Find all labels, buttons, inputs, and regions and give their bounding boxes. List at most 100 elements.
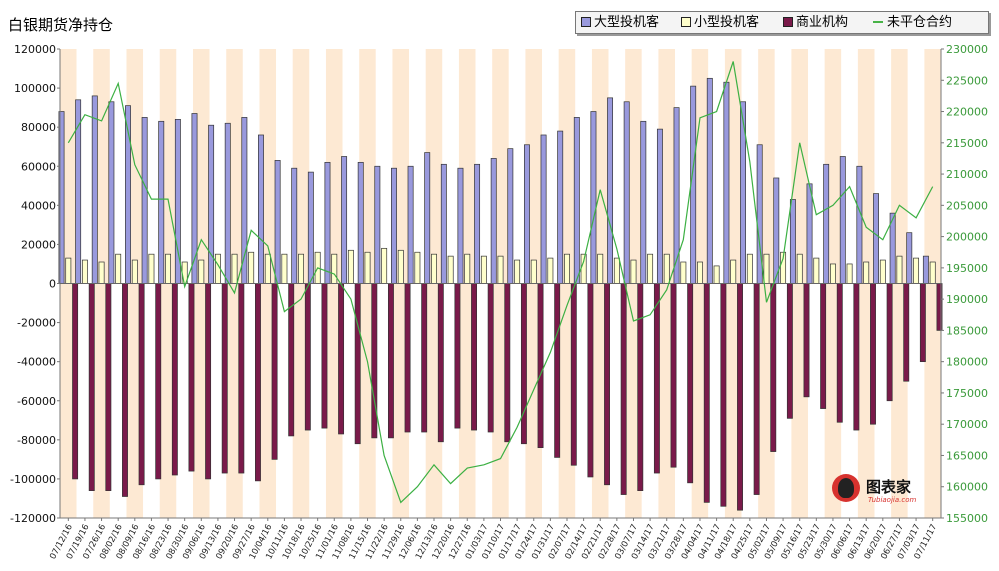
bar-small-speculators bbox=[414, 251, 421, 284]
legend-swatch-small-speculators bbox=[681, 16, 691, 27]
bar-large-speculators bbox=[457, 167, 464, 284]
left-tick-label: -100000 bbox=[10, 473, 56, 486]
bar-commercials bbox=[338, 283, 345, 435]
left-tick-label: 60000 bbox=[21, 160, 56, 173]
right-tick-label: 170000 bbox=[946, 418, 988, 431]
right-tick-label: 205000 bbox=[946, 199, 988, 212]
bar-commercials bbox=[620, 283, 627, 495]
bar-small-speculators bbox=[929, 261, 936, 284]
bar-large-speculators bbox=[241, 117, 248, 284]
bar-large-speculators bbox=[507, 148, 514, 284]
bar-small-speculators bbox=[530, 259, 537, 284]
bar-commercials bbox=[421, 283, 428, 433]
bar-small-speculators bbox=[131, 259, 138, 284]
bar-commercials bbox=[238, 283, 245, 474]
bar-small-speculators bbox=[298, 253, 304, 284]
left-tick-label: 20000 bbox=[21, 238, 56, 251]
bar-large-speculators bbox=[474, 163, 481, 284]
bar-commercials bbox=[155, 283, 162, 480]
bar-large-speculators bbox=[158, 120, 165, 284]
bar-commercials bbox=[554, 283, 561, 458]
legend-swatch-large-speculators bbox=[581, 16, 591, 27]
bar-small-speculators bbox=[630, 259, 637, 284]
right-tick-label: 215000 bbox=[946, 137, 988, 150]
bar-large-speculators bbox=[540, 134, 547, 284]
bar-small-speculators bbox=[264, 253, 271, 284]
bar-commercials bbox=[504, 283, 511, 443]
bar-commercials bbox=[205, 283, 212, 480]
bar-commercials bbox=[587, 283, 594, 478]
legend-label-commercials: 商业机构 bbox=[796, 15, 849, 30]
bar-large-speculators bbox=[673, 107, 680, 284]
bar-large-speculators bbox=[490, 158, 497, 284]
bar-commercials bbox=[520, 283, 527, 445]
bar-small-speculators bbox=[364, 251, 371, 284]
bar-small-speculators bbox=[231, 253, 238, 284]
bar-commercials bbox=[88, 283, 95, 491]
bar-small-speculators bbox=[896, 255, 903, 284]
bar-small-speculators bbox=[564, 253, 570, 284]
bar-small-speculators bbox=[597, 253, 604, 284]
right-tick-label: 220000 bbox=[946, 106, 988, 119]
right-tick-label: 155000 bbox=[946, 512, 988, 525]
bar-commercials bbox=[919, 283, 926, 363]
bar-small-speculators bbox=[514, 259, 521, 284]
bar-commercials bbox=[703, 283, 710, 503]
right-tick-label: 160000 bbox=[946, 481, 988, 494]
bar-small-speculators bbox=[613, 257, 620, 284]
bar-commercials bbox=[853, 283, 860, 431]
left-tick-label: -40000 bbox=[17, 356, 56, 369]
right-tick-label: 200000 bbox=[946, 231, 988, 244]
right-tick-label: 175000 bbox=[946, 387, 988, 400]
bar-small-speculators bbox=[580, 253, 587, 284]
bar-small-speculators bbox=[464, 253, 471, 284]
bar-commercials bbox=[870, 283, 876, 425]
bar-small-speculators bbox=[480, 255, 487, 284]
bar-large-speculators bbox=[391, 167, 397, 284]
bar-small-speculators bbox=[148, 253, 155, 284]
bar-commercials bbox=[354, 283, 361, 445]
right-tick-label: 195000 bbox=[946, 262, 988, 275]
bar-commercials bbox=[903, 283, 910, 382]
watermark-name: 图表家 bbox=[866, 478, 912, 496]
legend-label-open-interest: 未平仓合约 bbox=[887, 15, 953, 30]
bar-commercials bbox=[454, 283, 461, 429]
bar-small-speculators bbox=[331, 253, 338, 284]
bar-large-speculators bbox=[573, 117, 580, 284]
bar-large-speculators bbox=[523, 144, 530, 284]
bar-commercials bbox=[188, 283, 195, 472]
chart-legend: 大型投机客 小型投机客 商业机构 未平仓合约 bbox=[575, 11, 989, 34]
bar-commercials bbox=[653, 283, 660, 474]
left-tick-label: 120000 bbox=[14, 43, 56, 56]
right-tick-label: 165000 bbox=[946, 449, 988, 462]
bar-large-speculators bbox=[557, 130, 564, 284]
left-tick-label: 0 bbox=[49, 278, 56, 291]
bar-small-speculators bbox=[763, 253, 770, 284]
bar-small-speculators bbox=[115, 253, 122, 284]
open-interest-series-line bbox=[67, 61, 934, 504]
left-tick-label: -20000 bbox=[17, 317, 56, 330]
bar-commercials bbox=[670, 283, 677, 468]
left-tick-label: -60000 bbox=[17, 395, 56, 408]
bar-small-speculators bbox=[497, 255, 504, 284]
bar-large-speculators bbox=[141, 117, 148, 284]
bar-commercials bbox=[404, 283, 411, 433]
bar-commercials bbox=[304, 283, 311, 431]
left-tick-label: 80000 bbox=[21, 121, 56, 134]
bar-large-speculators bbox=[590, 111, 597, 284]
bar-small-speculators bbox=[680, 261, 687, 284]
bar-large-speculators bbox=[723, 81, 730, 284]
bar-small-speculators bbox=[431, 253, 437, 284]
bar-large-speculators bbox=[274, 160, 281, 284]
bar-commercials bbox=[737, 283, 743, 511]
bar-large-speculators bbox=[440, 163, 447, 284]
right-tick-label: 210000 bbox=[946, 168, 988, 181]
tubiaojia-watermark: 图表家 Tubiaojia.com bbox=[832, 474, 932, 508]
legend-label-large-speculators: 大型投机客 bbox=[594, 15, 660, 30]
bar-small-speculators bbox=[198, 259, 205, 284]
left-tick-label: -120000 bbox=[10, 512, 56, 525]
bar-commercials bbox=[687, 283, 694, 484]
right-tick-label: 225000 bbox=[946, 74, 988, 87]
bar-large-speculators bbox=[806, 183, 813, 284]
bar-small-speculators bbox=[647, 253, 654, 284]
